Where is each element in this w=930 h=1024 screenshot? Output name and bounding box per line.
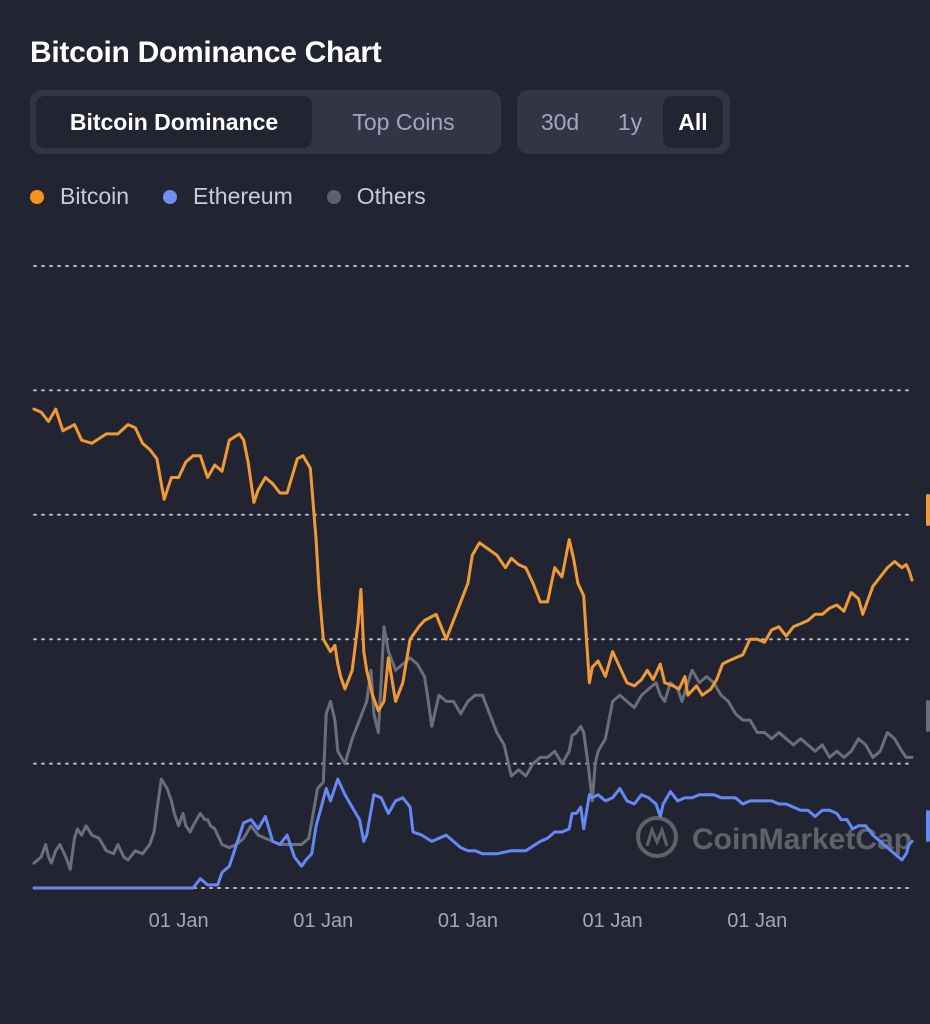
chart-gridlines: [33, 265, 915, 889]
others-value-marker: [926, 700, 930, 732]
legend-dot-ethereum: [163, 189, 178, 204]
x-tick-label: 01 Jan: [149, 910, 209, 932]
bitcoin-value-marker: [926, 494, 930, 526]
coinmarketcap-logo-mark: [645, 825, 669, 847]
series-line-bitcoin[interactable]: [32, 407, 914, 713]
range-1y-button[interactable]: 1y: [617, 108, 643, 135]
x-tick-label: 01 Jan: [727, 910, 787, 932]
legend-item-ethereum[interactable]: Ethereum: [163, 183, 293, 210]
legend-dot-others: [326, 189, 341, 204]
x-axis-ticks: 01 Jan 01 Jan 01 Jan 01 Jan 01 Jan: [149, 910, 788, 932]
series-line-ethereum[interactable]: [32, 777, 914, 890]
view-toggle: Bitcoin Dominance Top Coins: [30, 90, 501, 154]
tab-bitcoin-dominance[interactable]: Bitcoin Dominance: [36, 96, 312, 148]
legend-dot-bitcoin: [30, 189, 44, 204]
legend-label-others: Others: [356, 183, 426, 209]
legend-label-bitcoin: Bitcoin: [60, 183, 130, 209]
ethereum-value-marker: [926, 810, 930, 842]
watermark: CoinMarketCap: [636, 816, 912, 858]
range-30d-button[interactable]: 30d: [540, 108, 580, 135]
range-toggle: 30d 1y All: [517, 90, 730, 154]
legend-item-bitcoin[interactable]: Bitcoin: [30, 183, 129, 210]
chart-series: [32, 407, 914, 890]
legend-item-others[interactable]: Others: [326, 183, 426, 210]
tab-top-coins[interactable]: Top Coins: [352, 108, 455, 135]
watermark-text: CoinMarketCap: [692, 823, 912, 856]
x-tick-label: 01 Jan: [438, 910, 498, 932]
range-all-button[interactable]: All: [663, 96, 723, 148]
x-tick-label: 01 Jan: [293, 910, 353, 932]
page-title: Bitcoin Dominance Chart: [30, 36, 382, 69]
series-line-others[interactable]: [32, 625, 914, 871]
legend-label-ethereum: Ethereum: [193, 183, 293, 209]
x-tick-label: 01 Jan: [583, 910, 643, 932]
coinmarketcap-logo-icon: [636, 816, 678, 858]
chart-legend: Bitcoin Ethereum Others: [30, 183, 460, 210]
